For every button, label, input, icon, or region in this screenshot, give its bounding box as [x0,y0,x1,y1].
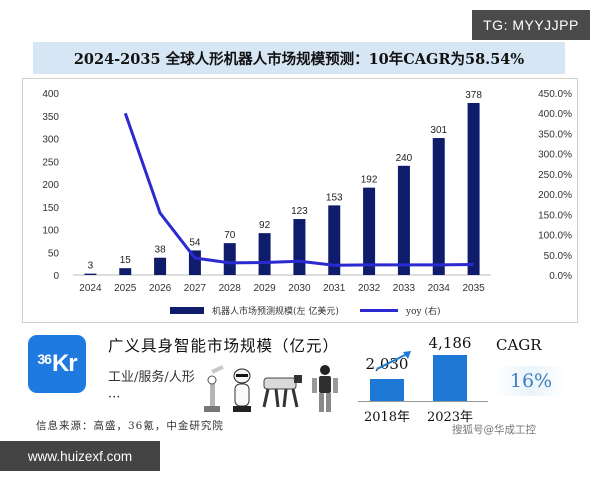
service-robot-icon [233,368,251,412]
bar-2035 [467,103,480,275]
y-left-tick-label: 50 [48,248,60,259]
x-tick-label-2027: 2027 [184,283,207,294]
bar-2026 [154,257,167,275]
y-left-tick-label: 100 [42,226,59,237]
mini-bar-2018 [370,378,404,401]
data-label-2028: 70 [224,230,236,241]
mini-category-2023: 2023年 [426,410,474,425]
legend-line-label: yoy (右) [406,306,441,317]
x-tick-label-2028: 2028 [219,283,242,294]
y-right-tick-label: 50.0% [544,251,572,262]
y-right-tick-label: 100.0% [538,231,572,242]
y-left-tick-label: 400 [42,89,59,100]
y-left-tick-label: 350 [42,112,59,123]
legend-line-swatch [360,308,398,312]
legend-bar-item: 机器人市场预测规模(左 亿美元) [170,303,339,317]
embodied-ai-subtitle: 工业/服务/人形··· [108,370,195,405]
data-label-2024: 3 [88,261,94,272]
y-left-tick-label: 200 [42,180,59,191]
data-label-2029: 92 [259,220,271,231]
x-tick-label-2030: 2030 [288,283,311,294]
bar-2033 [397,165,410,275]
y-left-tick-label: 300 [42,135,59,146]
bar-2032 [363,187,376,275]
data-label-2031: 153 [326,192,343,203]
y-left-tick-label: 250 [42,157,59,168]
data-label-2026: 38 [155,245,167,256]
y-right-tick-label: 400.0% [538,109,572,120]
robot-dog-icon [262,375,302,408]
bar-2029 [258,233,271,275]
bar-2030 [293,219,306,275]
bar-2028 [223,243,236,275]
cagr-label: CAGR [496,336,542,354]
humanoid-robot-icon [312,365,338,412]
y-right-tick-label: 450.0% [538,89,572,100]
mini-value-2023: 4,186 [428,334,472,352]
mini-category-2018: 2018年 [363,410,411,425]
data-label-2034: 301 [430,125,447,136]
y-left-tick-label: 0 [53,271,59,282]
x-tick-label-2029: 2029 [253,283,276,294]
y-right-tick-label: 250.0% [538,170,572,181]
y-left-tick-label: 150 [42,203,59,214]
36kr-logo: 36 Kr [28,335,86,393]
mini-chart-axis [358,401,488,402]
y-right-tick-label: 300.0% [538,150,572,161]
industrial-robot-arm-icon [204,365,224,412]
x-tick-label-2024: 2024 [79,283,102,294]
data-label-2035: 378 [465,90,482,101]
telegram-badge: TG: MYYJJPP [472,10,590,40]
x-tick-label-2033: 2033 [393,283,416,294]
x-tick-label-2032: 2032 [358,283,381,294]
embodied-ai-title: 广义具身智能市场规模（亿元） [108,337,340,355]
bar-2024 [84,273,97,275]
data-label-2027: 54 [189,237,201,248]
bar-2034 [432,138,445,275]
main-chart-frame: 0 50 100 150 200 250 300 350 400 0.0% 50.0% 100.0% 1… [22,78,578,323]
legend-line-item: yoy (右) [360,303,440,317]
mini-bar-2023 [433,355,467,401]
data-label-2025: 15 [120,255,132,266]
data-label-2032: 192 [361,175,378,186]
x-tick-label-2026: 2026 [149,283,172,294]
data-source: 信息来源：高盛，36氪，中金研究院 [36,420,224,432]
robot-images [204,365,338,412]
legend-bar-label: 机器人市场预测规模(左 亿美元) [212,306,339,317]
sohu-watermark: 搜狐号@华成工控 [452,424,536,436]
chart-title: 2024-2035 全球人形机器人市场规模预测：10年CAGR为58.54% [33,42,565,74]
y-right-tick-label: 200.0% [538,190,572,201]
yoy-line [123,112,474,267]
data-label-2030: 123 [291,206,308,217]
x-tick-label-2035: 2035 [462,283,485,294]
y-right-tick-label: 150.0% [538,210,572,221]
bar-2031 [328,205,341,275]
logo-small-text: 36 [37,351,52,367]
logo-big-text: Kr [51,350,78,377]
y-right-tick-label: 0.0% [549,271,572,282]
market-size-chart: 0 50 100 150 200 250 300 350 400 0.0% 50.0% 100.0% 1… [42,89,572,294]
legend-bar-swatch [170,306,204,314]
growth-arrow-icon [376,351,411,370]
y-right-tick-label: 350.0% [538,129,572,140]
data-label-2033: 240 [396,153,413,164]
x-tick-label-2034: 2034 [428,283,451,294]
x-tick-label-2031: 2031 [323,283,346,294]
x-tick-label-2025: 2025 [114,283,137,294]
bar-2025 [119,268,132,275]
cagr-value: 16% [496,366,566,396]
site-watermark: www.huizexf.com [0,441,160,471]
